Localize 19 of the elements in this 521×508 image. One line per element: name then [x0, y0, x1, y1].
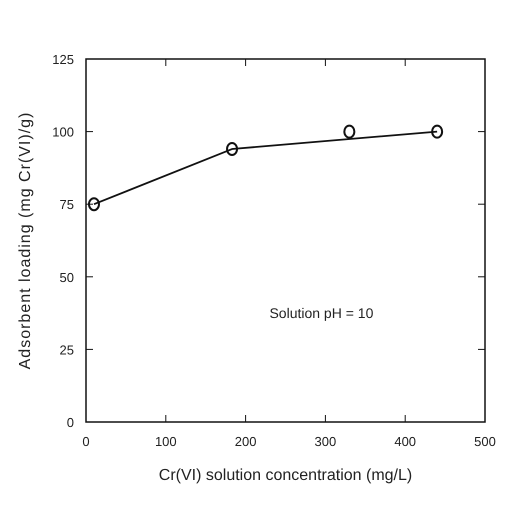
point [226, 142, 238, 156]
y-tick-label: 50 [60, 270, 74, 285]
x-tick-label: 200 [234, 434, 256, 449]
y-tick-label: 25 [60, 342, 74, 358]
y-tick-label: 100 [52, 124, 74, 140]
y-tick-label: 0 [66, 415, 74, 430]
x-tick-label: 300 [314, 434, 336, 449]
point [88, 197, 100, 212]
x-tick-label: 400 [394, 434, 416, 449]
point [431, 124, 444, 139]
y-tick-label: 75 [60, 197, 74, 212]
y-tick-label: 125 [52, 52, 74, 67]
x-tick-label: 0 [82, 434, 90, 449]
y-axis-title: Adsorbent loading (mg Cr(VI)/g) [17, 112, 34, 370]
x-tick-label: 500 [474, 434, 496, 449]
annotation: Solution pH = 10 [269, 305, 374, 322]
point [343, 124, 356, 139]
x-tick-label: 100 [154, 434, 177, 449]
x-axis-title: Cr(VI) solution concentration (mg/L) [158, 467, 412, 484]
